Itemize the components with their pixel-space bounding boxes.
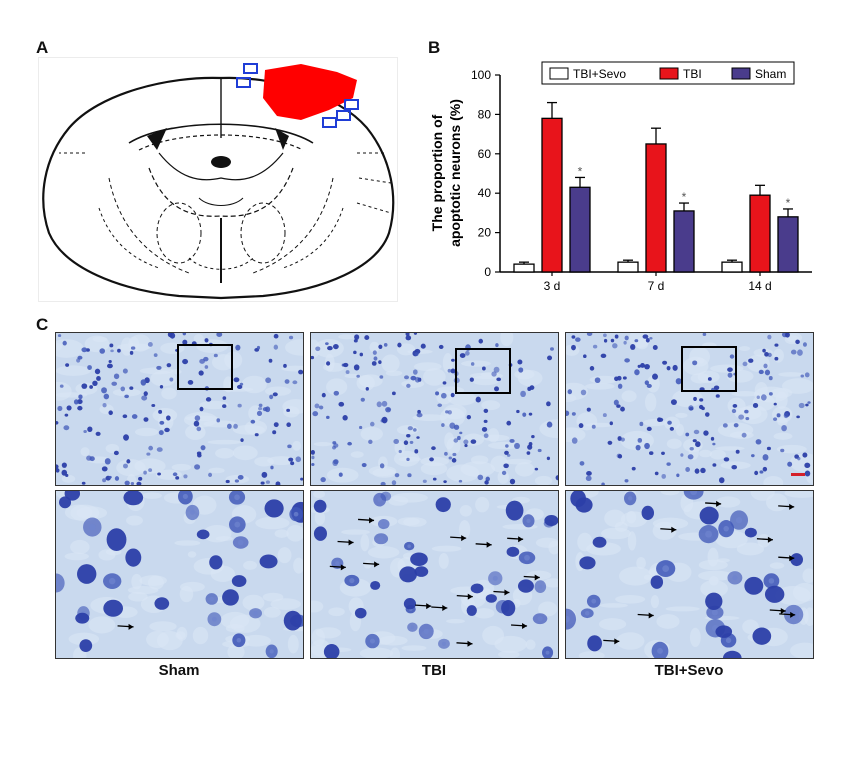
apoptosis-bar-chart: 0 20 40 60 80 100 3 d 7 d 14 d * * * TBI+Sevo TBI Sh… xyxy=(429,61,812,293)
legend-label: Sham xyxy=(755,67,786,81)
x-tick-label: 7 d xyxy=(648,279,665,293)
y-tick-label: 100 xyxy=(471,68,491,82)
lesion-area xyxy=(263,64,357,120)
legend-swatch xyxy=(731,67,751,80)
y-axis-label-line1: The proportion of xyxy=(429,114,445,231)
bar xyxy=(513,263,535,273)
zoom-region-box xyxy=(681,346,737,392)
y-tick-label: 0 xyxy=(484,265,491,279)
panel-label-c: C xyxy=(36,315,49,334)
zoom-region-box xyxy=(455,348,511,394)
scale-bar xyxy=(791,473,805,476)
micrograph-sham-low xyxy=(55,332,304,486)
caption-sham: Sham xyxy=(158,662,200,679)
caption-tbi-sevo: TBI+Sevo xyxy=(654,662,724,679)
brain-outline xyxy=(42,76,395,300)
x-tick-label: 14 d xyxy=(748,279,771,293)
legend-label: TBI+Sevo xyxy=(573,67,626,81)
legend-label: TBI xyxy=(683,67,702,81)
significance-mark: * xyxy=(578,164,583,178)
bar xyxy=(721,261,743,273)
significance-mark: * xyxy=(682,190,687,204)
y-axis-label-line2: apoptotic neurons (%) xyxy=(447,99,463,247)
roi-box xyxy=(336,110,351,121)
roi-box xyxy=(243,63,258,74)
zoom-region-box xyxy=(177,344,233,390)
y-tick-label: 40 xyxy=(478,186,492,200)
bar xyxy=(569,186,591,273)
y-tick-label: 60 xyxy=(478,147,492,161)
x-tick-label: 3 d xyxy=(544,279,561,293)
y-tick-label: 80 xyxy=(478,107,492,121)
brain-section-diagram xyxy=(38,57,398,302)
micrograph-tbi-high xyxy=(310,490,559,659)
caption-tbi: TBI xyxy=(421,662,447,679)
bar xyxy=(673,210,695,273)
bar xyxy=(617,261,639,273)
micrograph-sham-high xyxy=(55,490,304,659)
roi-box xyxy=(344,99,359,110)
bar xyxy=(749,194,771,273)
significance-mark: * xyxy=(786,196,791,210)
bar xyxy=(645,143,667,273)
bar xyxy=(541,117,563,273)
y-tick-label: 20 xyxy=(478,226,492,240)
legend-swatch xyxy=(659,67,679,80)
bar xyxy=(777,216,799,273)
micrograph-tbisevo-low xyxy=(565,332,814,486)
micrograph-tbi-low xyxy=(310,332,559,486)
micrograph-tbisevo-high xyxy=(565,490,814,659)
panel-label-b: B xyxy=(428,38,441,57)
roi-box xyxy=(322,117,337,128)
legend-swatch xyxy=(549,67,569,80)
panel-label-a: A xyxy=(36,38,49,57)
roi-box xyxy=(236,77,251,88)
